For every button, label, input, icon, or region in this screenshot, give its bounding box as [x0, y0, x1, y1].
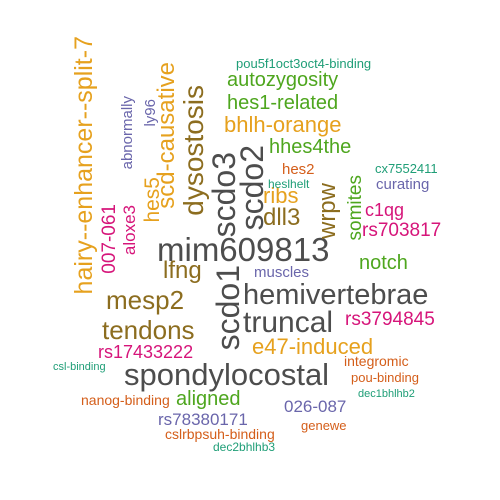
word-pou5f1oct3oct4-binding: pou5f1oct3oct4-binding: [236, 56, 372, 71]
word-pou-binding: pou-binding: [351, 370, 419, 385]
word-hes1-related: hes1-related: [227, 92, 339, 114]
word-hemivertebrae: hemivertebrae: [243, 279, 429, 311]
word-hairy--enhancer--split-7: hairy--enhancer--split-7: [70, 36, 98, 295]
word-bhlh-orange: bhlh-orange: [224, 112, 342, 137]
word-spondylocostal: spondylocostal: [124, 357, 330, 392]
word-rs3794845: rs3794845: [345, 309, 435, 330]
word-hhes4the: hhes4the: [269, 136, 352, 158]
word-scdo1: scdo1: [210, 265, 246, 351]
word-aligned: aligned: [176, 388, 241, 410]
word-026-087: 026-087: [284, 397, 347, 416]
word-007-061: 007-061: [99, 204, 120, 274]
word-wrpw: wrpw: [314, 183, 341, 240]
word-lfng: lfng: [163, 257, 202, 284]
word-mim609813: mim609813: [157, 231, 330, 268]
word-integromic: integromic: [344, 353, 409, 369]
word-cx7552411: cx7552411: [375, 161, 438, 176]
word-dll3: dll3: [263, 204, 301, 231]
word-aloxe3: aloxe3: [120, 205, 139, 256]
word-curating: curating: [376, 176, 430, 193]
word-nanog-binding: nanog-binding: [81, 392, 170, 408]
word-hes2: hes2: [282, 161, 315, 178]
word-hes5: hes5: [141, 177, 164, 223]
word-dysostosis: dysostosis: [178, 85, 209, 216]
word-heslhelt: heslhelt: [268, 177, 310, 191]
word-csl-binding: csl-binding: [53, 361, 106, 373]
word-rs78380171: rs78380171: [158, 410, 248, 429]
word-rs17433222: rs17433222: [98, 342, 194, 362]
word-e47-induced: e47-induced: [252, 334, 374, 359]
word-truncal: truncal: [243, 306, 334, 339]
word-tendons: tendons: [102, 315, 195, 345]
word-mesp2: mesp2: [106, 285, 185, 315]
word-dec1bhlhb2: dec1bhlhb2: [358, 388, 415, 400]
word-rs703817: rs703817: [362, 220, 442, 241]
word-autozygosity: autozygosity: [227, 69, 339, 91]
word-ribs: ribs: [263, 183, 299, 208]
word-ly96: ly96: [142, 99, 159, 127]
word-genewe: genewe: [301, 418, 347, 433]
word-cslrbpsuh-binding: cslrbpsuh-binding: [165, 426, 275, 442]
word-notch: notch: [359, 252, 408, 274]
word-muscles: muscles: [254, 264, 310, 281]
word-c1qg: c1qg: [365, 200, 405, 220]
word-abnormally: abnormally: [119, 96, 136, 170]
word-dec2bhlhb3: dec2bhlhb3: [213, 440, 276, 454]
